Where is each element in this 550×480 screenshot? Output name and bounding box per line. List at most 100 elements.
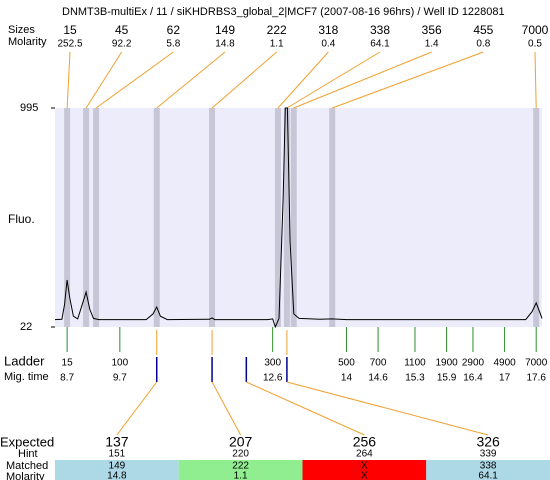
peak-molarity: 1.4 [425,39,439,50]
peak-size: 356 [422,23,442,37]
row-label: Expected [0,434,54,449]
hint-size: 151 [109,449,126,460]
peak-connector [156,51,226,109]
match-cell [302,460,427,480]
peak-molarity: 64.1 [370,39,390,50]
peak-size: 15 [63,23,77,37]
ladder-size: 1100 [404,358,426,369]
row-label: Molarity [6,471,45,480]
peak-size: 7000 [522,23,549,37]
peak-band [93,108,100,327]
ladder-mig-time: 15.9 [437,373,457,384]
row-label: Sizes [8,24,35,36]
peak-bands [64,108,540,327]
peak-size: 338 [370,23,390,37]
expected-size: 326 [476,434,500,450]
row-label: Molarity [8,36,47,48]
ladder-mig-time: 12.6 [263,373,283,384]
ladder-mig-time: 17.6 [526,373,546,384]
ladder-mig-time: 14.6 [368,373,388,384]
matched-molarity: 64.1 [478,471,498,480]
peak-connector [277,51,329,109]
expected-size: 256 [353,434,377,450]
peak-connector [286,51,381,109]
expected-connector [211,381,242,436]
hint-size: 264 [356,449,373,460]
hint-size: 339 [480,449,497,460]
ladder-size: 1900 [435,358,458,369]
peak-molarity: 92.2 [112,39,132,50]
peak-size: 45 [115,23,129,37]
chart-title: DNMT3B-multiEx / 11 / siKHDRBS3_global_2… [62,6,505,18]
peak-molarity: 0.4 [321,39,335,50]
ladder-mig-time: 14 [341,373,353,384]
peak-size: 62 [167,23,181,37]
ladder-size: 15 [62,358,74,369]
row-label: Matched [6,460,48,472]
ladder-mig-time: 8.7 [60,373,74,384]
hint-size: 220 [232,449,249,460]
peak-band [290,108,297,327]
peak-connector [534,51,537,109]
peak-connector [293,51,432,109]
expected-connector [246,381,365,436]
peak-molarity: 252.5 [57,39,82,50]
match-cell [178,460,303,480]
matched-size: X [361,461,368,472]
peak-band [283,108,290,327]
peak-size: 222 [267,23,287,37]
ladder-size: 7000 [525,358,548,369]
peak-band [533,108,540,327]
ladder-mig-time: 9.7 [113,373,127,384]
expected-connector [116,381,158,436]
peak-band [329,108,336,327]
ladder-mig-time: 16.4 [463,373,483,384]
matched-molarity: X [361,471,368,480]
peak-connector [211,51,277,109]
peak-band [64,108,71,327]
peak-connector [66,51,71,109]
peak-connector [332,51,484,109]
matched-size: 222 [232,461,249,472]
peak-band [153,108,160,327]
y-tick-label: 22 [20,321,32,333]
row-label: Ladder [4,353,45,368]
match-cell [55,460,179,480]
ladder-mig-time: 17 [499,373,511,384]
ladder-mig-time: 15.3 [405,373,425,384]
matched-molarity: 14.8 [107,471,127,480]
ladder-size: 500 [338,358,355,369]
peak-band [274,108,281,327]
peak-band [83,108,90,327]
ladder-size: 2900 [462,358,485,369]
match-cell [426,460,550,480]
expected-size: 207 [229,434,253,450]
matched-size: 149 [109,461,126,472]
ladder-size: 300 [264,358,281,369]
peak-molarity: 0.8 [476,39,490,50]
ladder-size: 100 [111,358,128,369]
peak-molarity: 0.5 [528,39,542,50]
peak-size: 149 [215,23,235,37]
row-label: Mig. time [4,371,49,383]
peak-molarity: 5.8 [166,39,180,50]
peak-connector [85,51,123,109]
ladder-size: 4900 [493,358,516,369]
plot-area [55,108,542,327]
expected-connector [286,381,489,436]
ladder-size: 700 [370,358,387,369]
peak-molarity: 1.1 [270,39,284,50]
row-label: Hint [18,448,38,460]
y-axis-label: Fluo. [8,212,35,226]
peak-connector [95,51,174,109]
matched-size: 338 [480,461,497,472]
matched-molarity: 1.1 [234,471,248,480]
peak-molarity: 14.8 [215,39,235,50]
peak-band [209,108,216,327]
trace-line [54,107,543,329]
y-tick-label: 995 [20,102,38,114]
expected-size: 137 [105,434,129,450]
peak-size: 455 [473,23,493,37]
peak-size: 318 [318,23,338,37]
